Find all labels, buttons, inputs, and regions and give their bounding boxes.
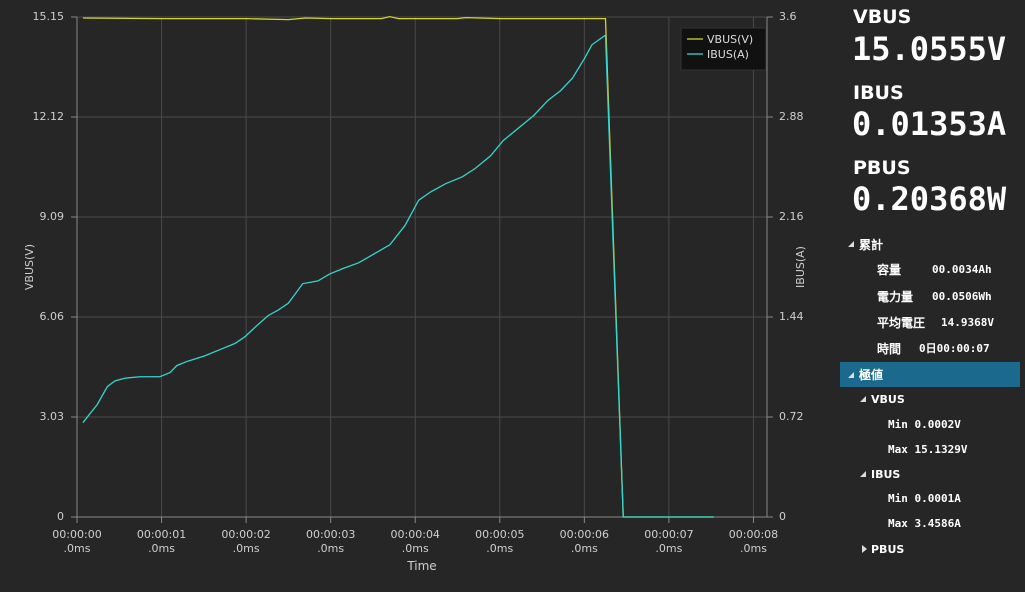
- item-label: 電力量: [877, 289, 914, 304]
- item-value: 14.9368V: [941, 315, 994, 329]
- y2-tick-label: 0.72: [779, 410, 804, 423]
- tree-title: 極値: [859, 368, 884, 382]
- tree-item: 時間 0日00:00:07: [877, 336, 1025, 360]
- legend-box: [680, 27, 767, 71]
- legend-label: VBUS(V): [707, 33, 753, 46]
- reading-value: 0.01353A: [852, 105, 1007, 143]
- y-tick-label: 9.09: [39, 210, 65, 223]
- x-tick-label: 00:00:03 .0ms: [305, 528, 356, 555]
- x-tick-label: 00:00:02 .0ms: [221, 528, 271, 555]
- y2-tick-label: 0: [779, 510, 786, 523]
- item-label: 容量: [877, 262, 902, 277]
- tree-item: 平均電圧 14.9368V: [877, 310, 1025, 334]
- reading-value: 0.20368W: [852, 180, 1007, 218]
- x-tick-label: 00:00:05 .0ms: [475, 528, 525, 555]
- chart: Time VBUS(V) IBUS(A) VBUS(V) IBUS(A): [23, 16, 807, 573]
- item-value: 00.0034Ah: [932, 262, 992, 276]
- y-tick-label: 3.03: [39, 410, 65, 423]
- item-value: 00.0506Wh: [932, 289, 992, 303]
- series-line: [82, 33, 714, 518]
- side-panel: VBUS 15.0555V IBUS 0.01353A PBUS 0.20368…: [840, 0, 1025, 592]
- x-tick-label: 00:00:06 .0ms: [559, 528, 610, 555]
- reading-label: IBUS: [853, 82, 904, 104]
- x-tick-label: 00:00:04 .0ms: [390, 528, 440, 555]
- tree-node[interactable]: 累計: [848, 232, 1025, 256]
- x-tick-label: 00:00:00 .0ms: [52, 528, 102, 555]
- tree-item: Max 3.4586A: [888, 516, 961, 530]
- tree-item: Min 0.0002V: [888, 417, 961, 431]
- legend-label: IBUS(A): [707, 48, 749, 61]
- y2-tick-label: 2.88: [779, 110, 804, 123]
- y-tick-label: 6.06: [39, 310, 65, 323]
- tree-node-selected[interactable]: 極値: [840, 362, 1020, 387]
- tree-node[interactable]: VBUS: [860, 387, 1025, 411]
- tree-item: Min 0.0001A: [888, 491, 961, 505]
- tree-node[interactable]: PBUS: [862, 537, 1025, 561]
- tree-node[interactable]: IBUS: [860, 462, 1025, 486]
- item-label: 平均電圧: [877, 315, 926, 330]
- x-tick-label: 00:00:07 .0ms: [644, 528, 694, 555]
- y2-tick-label: 2.16: [779, 210, 804, 223]
- series-line: [82, 16, 714, 518]
- reading-value: 15.0555V: [852, 30, 1007, 68]
- tree-item: 容量 00.0034Ah: [877, 257, 1025, 281]
- y-tick-label: 15.15: [32, 10, 65, 23]
- y-tick-label: 12.12: [32, 110, 65, 123]
- x-axis-title: Time: [406, 559, 436, 573]
- group-name: PBUS: [871, 542, 905, 556]
- tree-title: 累計: [859, 237, 884, 252]
- item-value: 0日00:00:07: [919, 342, 990, 355]
- y2-axis-title: IBUS(A): [794, 246, 807, 288]
- y2-tick-label: 3.6: [779, 10, 797, 23]
- y2-tick-label: 1.44: [779, 310, 804, 323]
- reading-label: PBUS: [853, 157, 911, 179]
- y-axis-title: VBUS(V): [23, 244, 36, 290]
- group-name: VBUS: [871, 392, 905, 406]
- tree-item: Max 15.1329V: [888, 442, 968, 456]
- tree-item: 電力量 00.0506Wh: [877, 284, 1025, 308]
- reading-label: VBUS: [853, 6, 912, 28]
- item-label: 時間: [877, 341, 902, 356]
- group-name: IBUS: [871, 467, 901, 481]
- x-tick-label: 00:00:01 .0ms: [136, 528, 187, 555]
- x-tick-label: 00:00:08 .0ms: [728, 528, 779, 555]
- y-tick-label: 0: [57, 510, 64, 523]
